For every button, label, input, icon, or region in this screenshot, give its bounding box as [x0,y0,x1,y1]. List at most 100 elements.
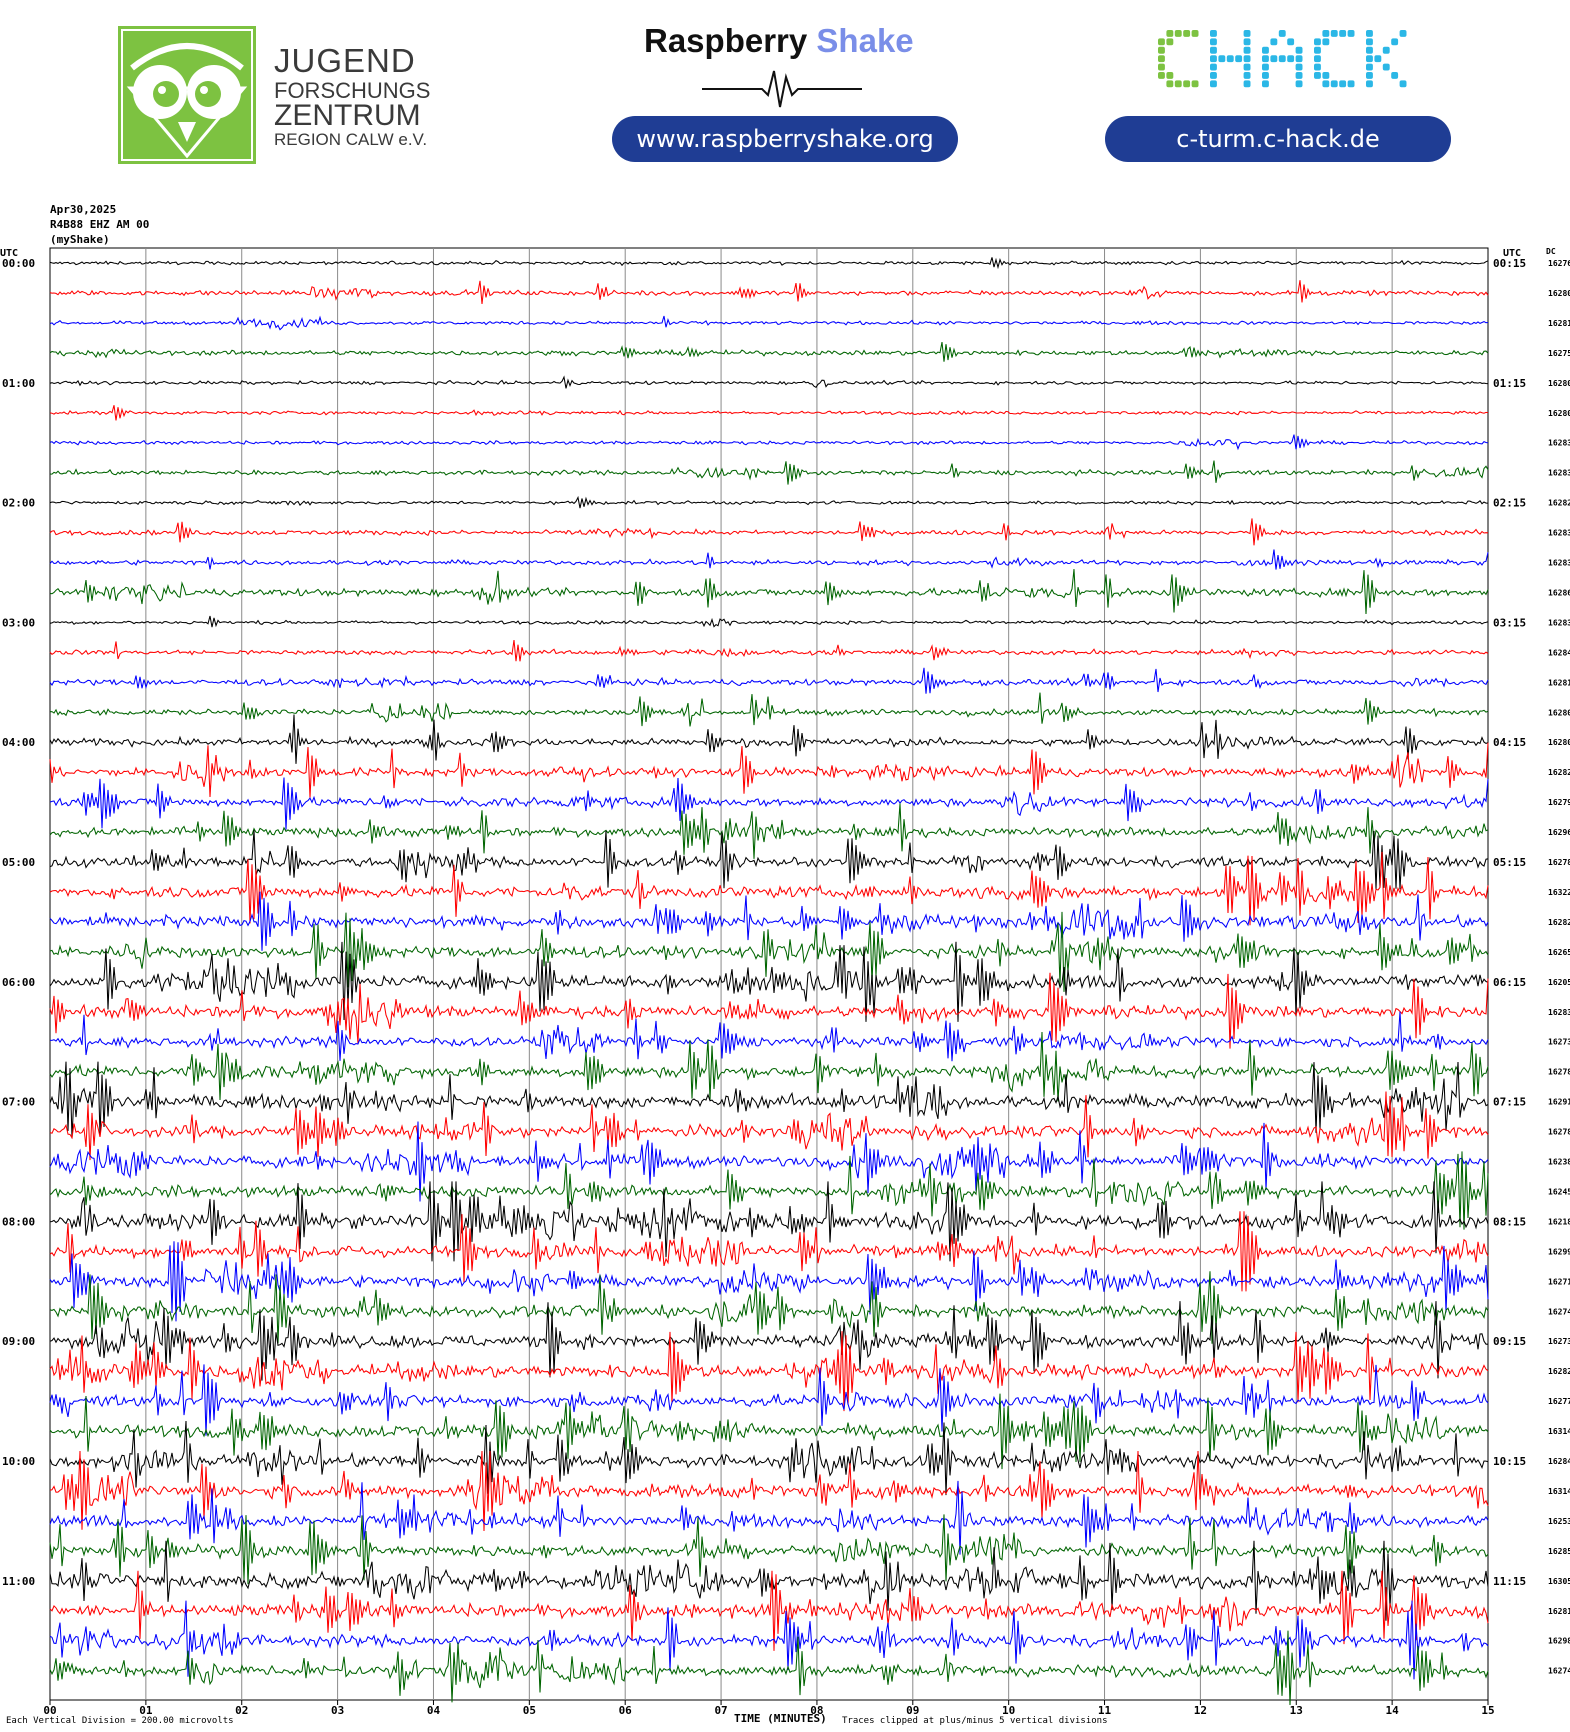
trace-row [49,1151,1489,1230]
utc-right-label: UTC [1503,248,1522,259]
trace-row [49,891,1489,951]
hour-label-right: 00:15 [1493,257,1526,270]
dc-offset-label: 16299 [1548,1247,1570,1256]
dc-offset-label: 16281 [1548,1607,1570,1616]
jfz-line-2: FORSCHUNGS [274,78,431,103]
x-tick-label: 03 [331,1704,344,1717]
hour-label-right: 05:15 [1493,856,1526,869]
trace-row [49,830,1489,890]
plot-date: Apr30,2025 [50,203,117,216]
trace-row [49,1301,1488,1381]
trace-row [49,1364,1489,1436]
hour-label-right: 01:15 [1493,377,1526,390]
dc-offset-label: 16314 [1548,1487,1570,1496]
dc-offset-label: 16275 [1548,349,1570,358]
dc-label: DC [1546,247,1556,256]
dc-offset-label: 16283 [1548,469,1570,478]
dc-offset-label: 16283 [1548,618,1570,627]
jfz-logo: JUGEND FORSCHUNGS ZENTRUM REGION CALW e.… [118,26,438,168]
chack-letter-k [1366,30,1407,88]
trace-row [49,667,1489,694]
trace-row [49,1271,1489,1344]
dc-offset-label: 16273 [1548,1038,1570,1047]
trace-row [49,1450,1489,1532]
dc-offset-label: 16245 [1548,1187,1570,1196]
seismic-wave-icon [702,70,862,108]
trace-row [49,549,1489,570]
x-axis-title: TIME (MINUTES) [734,1712,827,1725]
chack-letter-h [1210,30,1251,88]
x-tick-label: 13 [1290,1704,1303,1717]
dc-offset-label: 16296 [1548,828,1570,837]
dc-offset-label: 16279 [1548,798,1570,807]
trace-row [49,405,1489,421]
trace-row [49,1393,1489,1470]
x-tick-label: 08 [810,1704,823,1717]
x-tick-label: 07 [714,1704,727,1717]
trace-row [49,257,1489,270]
trace-row [49,972,1489,1049]
x-tick-label: 12 [1194,1704,1207,1717]
dc-offset-label: 16274 [1548,1307,1570,1316]
hour-label-left: 08:00 [2,1215,35,1228]
x-tick-label: 02 [235,1704,248,1717]
trace-row [49,460,1489,485]
scale-note: Each Vertical Division = 200.00 microvol… [6,1716,234,1726]
grid [49,247,1489,1705]
dc-offset-label: 16314 [1548,1427,1570,1436]
x-tick-label: 14 [1386,1704,1400,1717]
trace-row [49,1420,1489,1496]
dc-offset-label: 16205 [1548,978,1570,987]
hour-label-left: 06:00 [2,976,35,989]
x-tick-label: 04 [427,1704,441,1717]
utc-left-label: UTC [0,248,19,259]
clip-note: Traces clipped at plus/minus 5 vertical … [842,1716,1108,1726]
seismic-traces [49,257,1489,1706]
hour-label-left: 01:00 [2,377,35,390]
hour-label-right: 06:15 [1493,976,1526,989]
trace-row [49,1091,1489,1161]
hour-label-right: 07:15 [1493,1096,1526,1109]
trace-row [49,1570,1489,1651]
trace-row [49,569,1489,615]
trace-row [49,1540,1489,1621]
trace-row [49,280,1489,304]
trace-row [49,803,1489,859]
x-tick-label: 11 [1098,1704,1112,1717]
dc-offset-label: 16280 [1548,379,1570,388]
raspberryshake-link[interactable]: www.raspberryshake.org [612,116,958,162]
dc-offset-label: 16282 [1548,918,1570,927]
trace-row [49,1011,1489,1062]
dc-offset-label: 16276 [1548,259,1570,268]
dc-offset-label: 16278 [1548,1068,1570,1077]
chack-link[interactable]: c-turm.c-hack.de [1105,116,1451,162]
dc-offset-label: 16284 [1548,1457,1570,1466]
dc-offset-label: 16280 [1548,289,1570,298]
rs-title: Raspberry Shake [644,22,914,60]
chack-letter-a [1262,30,1303,88]
trace-row [49,615,1489,628]
hour-label-left: 05:00 [2,856,35,869]
trace-row [49,434,1489,451]
plot-frame [49,247,1489,1701]
hour-label-left: 04:00 [2,736,35,749]
chack-letter-c [1158,30,1199,88]
dc-offset-label: 16283 [1548,529,1570,538]
trace-row [49,1121,1489,1202]
dc-offset-label: 16298 [1548,1637,1570,1646]
dc-offset-label: 16271 [1548,1277,1570,1286]
trace-row [49,692,1489,727]
trace-row [49,495,1488,509]
station-id: R4B88 EHZ AM 00 [50,218,150,231]
hour-label-right: 11:15 [1493,1575,1526,1588]
data-source: (myShake) [50,233,110,246]
dc-offset-label: 16284 [1548,648,1570,657]
hour-label-left: 02:00 [2,497,35,510]
dc-offset-label: 16253 [1548,1517,1570,1526]
x-tick-label: 10 [1002,1704,1015,1717]
trace-row [49,777,1489,830]
hour-label-right: 03:15 [1493,616,1526,629]
trace-row [49,742,1489,798]
trace-row [49,1031,1489,1102]
